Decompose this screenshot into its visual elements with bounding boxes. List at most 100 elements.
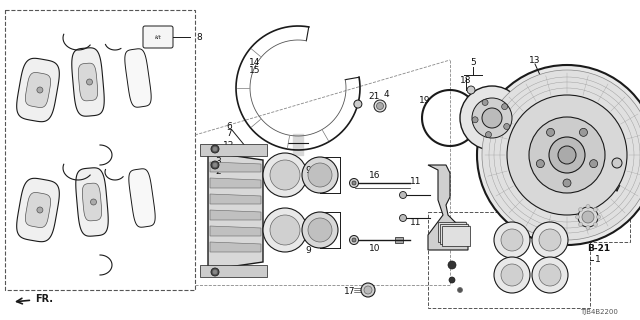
Bar xyxy=(200,265,267,277)
Circle shape xyxy=(494,257,530,293)
Polygon shape xyxy=(210,242,261,252)
Polygon shape xyxy=(428,165,468,250)
Circle shape xyxy=(502,104,508,110)
Text: 8: 8 xyxy=(196,33,202,42)
Polygon shape xyxy=(17,178,60,242)
Text: FR.: FR. xyxy=(17,294,53,304)
Circle shape xyxy=(399,214,406,221)
Circle shape xyxy=(501,264,523,286)
Text: 10: 10 xyxy=(369,244,381,252)
Polygon shape xyxy=(76,168,108,236)
Circle shape xyxy=(579,128,588,136)
Circle shape xyxy=(270,160,300,190)
Circle shape xyxy=(308,163,332,187)
Text: 19: 19 xyxy=(419,95,430,105)
Circle shape xyxy=(494,222,530,258)
Circle shape xyxy=(575,215,579,219)
Circle shape xyxy=(477,65,640,245)
Circle shape xyxy=(213,147,217,151)
Text: 1: 1 xyxy=(595,255,601,265)
Circle shape xyxy=(458,287,463,292)
Bar xyxy=(200,144,267,156)
Circle shape xyxy=(472,117,478,123)
Text: 12: 12 xyxy=(223,268,234,276)
Text: 11: 11 xyxy=(410,177,422,186)
Circle shape xyxy=(213,163,217,167)
Circle shape xyxy=(504,124,509,130)
Circle shape xyxy=(349,236,358,244)
Bar xyxy=(438,222,466,242)
Polygon shape xyxy=(26,193,51,228)
Circle shape xyxy=(376,102,383,109)
Circle shape xyxy=(352,181,356,185)
Text: 13: 13 xyxy=(529,55,541,65)
Circle shape xyxy=(539,229,561,251)
Polygon shape xyxy=(83,183,102,221)
Text: B-21: B-21 xyxy=(588,244,611,252)
Bar xyxy=(395,237,403,243)
Circle shape xyxy=(579,222,582,227)
Polygon shape xyxy=(210,162,261,172)
Circle shape xyxy=(532,257,568,293)
Circle shape xyxy=(270,215,300,245)
Circle shape xyxy=(467,86,475,94)
Circle shape xyxy=(460,86,524,150)
Polygon shape xyxy=(17,58,60,122)
Circle shape xyxy=(589,160,598,168)
Circle shape xyxy=(37,207,43,213)
Circle shape xyxy=(352,238,356,242)
Bar xyxy=(442,226,470,246)
Polygon shape xyxy=(210,210,261,220)
Circle shape xyxy=(507,95,627,215)
Text: 4: 4 xyxy=(383,90,389,99)
Circle shape xyxy=(486,132,492,138)
Text: 3: 3 xyxy=(215,156,221,165)
Bar xyxy=(568,193,630,242)
Circle shape xyxy=(582,211,594,223)
Text: 16: 16 xyxy=(369,171,381,180)
Circle shape xyxy=(549,137,585,173)
Circle shape xyxy=(364,286,372,294)
Circle shape xyxy=(349,179,358,188)
Circle shape xyxy=(593,222,597,227)
Circle shape xyxy=(354,100,362,108)
FancyBboxPatch shape xyxy=(143,26,173,48)
Bar xyxy=(440,224,468,244)
Circle shape xyxy=(563,179,571,187)
Polygon shape xyxy=(210,178,261,188)
Text: 9: 9 xyxy=(305,165,311,174)
Circle shape xyxy=(90,199,97,205)
Polygon shape xyxy=(129,169,155,227)
Circle shape xyxy=(578,207,598,227)
Circle shape xyxy=(211,145,219,153)
Polygon shape xyxy=(210,194,261,204)
Circle shape xyxy=(361,283,375,297)
Text: 9: 9 xyxy=(305,245,311,254)
Text: kit: kit xyxy=(155,35,161,39)
Circle shape xyxy=(399,191,406,198)
Circle shape xyxy=(596,215,600,219)
Circle shape xyxy=(539,264,561,286)
Circle shape xyxy=(308,218,332,242)
Text: 6: 6 xyxy=(226,122,232,131)
Circle shape xyxy=(536,160,545,168)
Polygon shape xyxy=(78,63,98,101)
Text: 2: 2 xyxy=(215,166,221,175)
Text: 15: 15 xyxy=(249,66,260,75)
Circle shape xyxy=(532,222,568,258)
Circle shape xyxy=(263,153,307,197)
Circle shape xyxy=(86,79,93,85)
Circle shape xyxy=(529,117,605,193)
Circle shape xyxy=(558,146,576,164)
Text: 7: 7 xyxy=(226,129,232,138)
Circle shape xyxy=(213,270,217,274)
Circle shape xyxy=(579,208,582,212)
Text: 5: 5 xyxy=(470,58,476,67)
Circle shape xyxy=(482,70,640,240)
Circle shape xyxy=(586,204,590,209)
Bar xyxy=(428,212,590,308)
Circle shape xyxy=(612,158,622,168)
Circle shape xyxy=(374,100,386,112)
Text: TJB4B2200: TJB4B2200 xyxy=(580,309,618,315)
Circle shape xyxy=(449,277,455,283)
